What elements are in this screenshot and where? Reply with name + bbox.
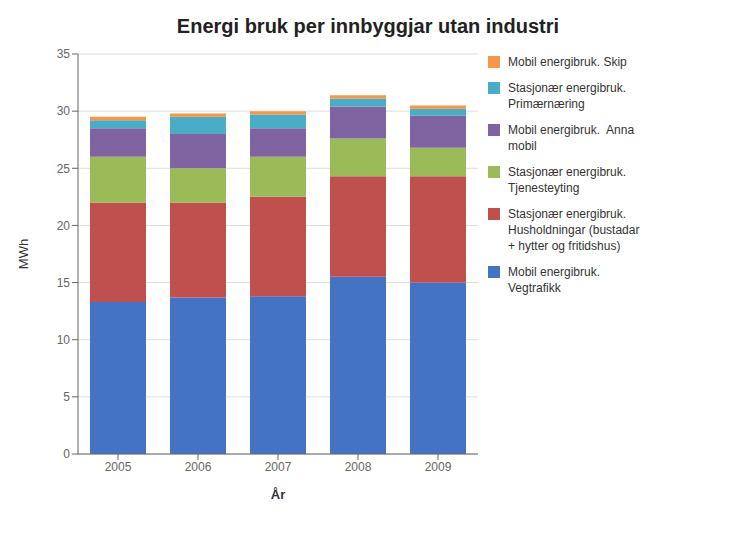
svg-text:20: 20: [57, 219, 71, 233]
svg-text:5: 5: [63, 390, 70, 404]
svg-text:10: 10: [57, 333, 71, 347]
svg-text:2008: 2008: [345, 460, 372, 474]
svg-text:2005: 2005: [105, 460, 132, 474]
html-text:Mobil energibruk. Anna mobil: Mobil energibruk. Anna mobil: [508, 123, 635, 153]
svg-text:2006: 2006: [185, 460, 212, 474]
svg-text:0: 0: [63, 447, 70, 461]
html-text:Energi bruk per innbyggjar uta: Energi bruk per innbyggjar utan industri: [176, 15, 560, 37]
html-text:Mobil energibruk. Vegtrafikk: Mobil energibruk. Vegtrafikk: [508, 265, 600, 295]
svg-text:35: 35: [57, 47, 71, 61]
svg-text:2009: 2009: [425, 460, 452, 474]
svg-text:30: 30: [57, 104, 71, 118]
svg-text:År: År: [271, 487, 285, 502]
svg-text:2007: 2007: [265, 460, 292, 474]
svg-text:15: 15: [57, 276, 71, 290]
html-text:Stasjonær energibruk. Primærnæ: Stasjonær energibruk. Primærnæring: [508, 81, 627, 111]
html-text:Mobil energibruk. Skip: Mobil energibruk. Skip: [508, 55, 627, 69]
svg-text:25: 25: [57, 162, 71, 176]
svg-text:MWh: MWh: [16, 239, 31, 269]
html-text:Stasjonær energibruk. Tjeneste: Stasjonær energibruk. Tjenesteyting: [508, 165, 627, 195]
html-text:Stasjonær energibruk. Husholdn: Stasjonær energibruk. Husholdningar (bus…: [508, 207, 640, 253]
